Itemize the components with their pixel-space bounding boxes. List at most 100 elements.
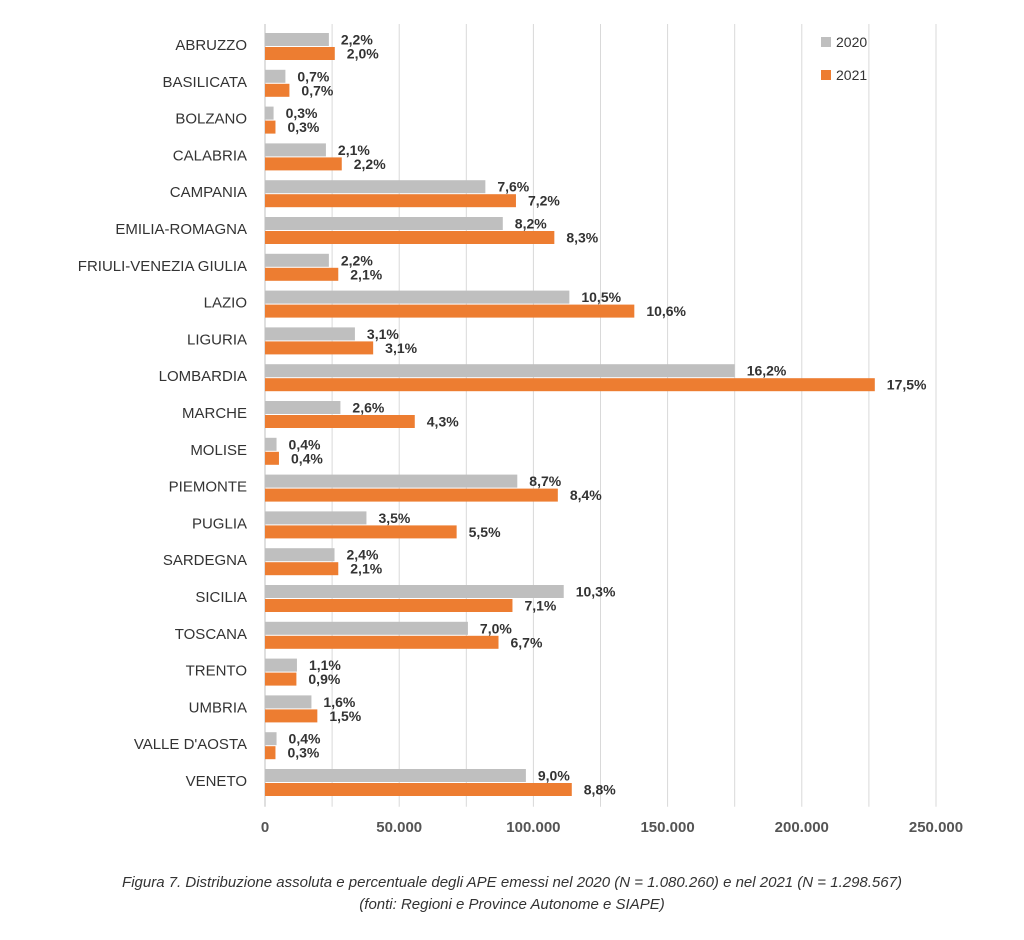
- bar-chart: 0 50.000 100.000 150.000 200.000 250.000 ABRUZ…: [78, 24, 963, 836]
- bar-2020: [265, 732, 277, 746]
- bar-2021: [265, 157, 342, 171]
- bar-2020: [265, 695, 312, 709]
- bar-2021: [265, 47, 335, 60]
- category-label: TRENTO: [186, 663, 247, 680]
- category-label: TOSCANA: [175, 626, 247, 643]
- data-label-2020: 10,5%: [581, 289, 621, 305]
- bar-2021: [265, 562, 339, 576]
- bar-2021: [265, 267, 339, 281]
- category-label: MOLISE: [190, 442, 247, 459]
- data-label-2021: 2,0%: [347, 46, 379, 62]
- category-label: VENETO: [186, 773, 247, 790]
- bar-2020: [265, 143, 326, 157]
- data-label-2021: 0,4%: [291, 450, 323, 466]
- category-label: BOLZANO: [175, 111, 247, 128]
- category-label: EMILIA-ROMAGNA: [115, 221, 247, 238]
- category-label: LIGURIA: [187, 331, 247, 348]
- data-label-2020: 0,4%: [289, 436, 321, 452]
- bar-2021: [265, 83, 290, 97]
- data-label-2020: 2,2%: [341, 32, 373, 48]
- data-label-2021: 2,1%: [350, 561, 382, 577]
- data-label-2020: 0,4%: [289, 731, 321, 747]
- category-label: MARCHE: [182, 405, 247, 422]
- bar-2020: [265, 769, 526, 782]
- figure-caption: Figura 7. Distribuzione assoluta e perce…: [0, 872, 1024, 916]
- bar-2021: [265, 341, 374, 355]
- bar-2020: [265, 658, 297, 672]
- data-label-2021: 7,1%: [524, 598, 556, 614]
- data-label-2020: 2,4%: [347, 547, 379, 563]
- bar-2021: [265, 415, 415, 428]
- category-label: FRIULI-VENEZIA GIULIA: [78, 258, 247, 275]
- bar-2021: [265, 672, 297, 686]
- x-tick-label: 0: [261, 819, 269, 836]
- bar-2021: [265, 783, 572, 796]
- bar-2021: [265, 194, 516, 208]
- x-tick-label: 50.000: [376, 819, 422, 836]
- bar-2021: [265, 378, 875, 392]
- legend-swatch-2020: [821, 37, 831, 47]
- bar-2020: [265, 548, 335, 562]
- data-label-2021: 3,1%: [385, 340, 417, 356]
- data-label-2020: 2,1%: [338, 142, 370, 158]
- category-label: LAZIO: [204, 295, 247, 312]
- data-label-2020: 9,0%: [538, 768, 570, 784]
- legend-label-2020: 2020: [836, 34, 867, 50]
- bar-2020: [265, 106, 274, 120]
- bar-2020: [265, 401, 341, 414]
- bar-2021: [265, 488, 558, 502]
- bar-2021: [265, 709, 318, 723]
- data-label-2021: 2,2%: [354, 156, 386, 172]
- bar-2021: [265, 304, 635, 318]
- data-label-2020: 2,6%: [352, 400, 384, 416]
- data-label-2021: 7,2%: [528, 193, 560, 209]
- bar-2020: [265, 437, 277, 451]
- category-label: SARDEGNA: [163, 552, 247, 569]
- data-label-2021: 6,7%: [511, 634, 543, 650]
- bar-2020: [265, 33, 329, 46]
- data-label-2020: 8,2%: [515, 216, 547, 232]
- caption-line-1: Figura 7. Distribuzione assoluta e perce…: [122, 874, 902, 891]
- data-label-2021: 8,3%: [566, 230, 598, 246]
- data-label-2020: 3,1%: [367, 326, 399, 342]
- data-label-2021: 0,9%: [308, 671, 340, 687]
- category-label: VALLE D'AOSTA: [134, 736, 247, 753]
- bar-2020: [265, 621, 468, 635]
- bar-2021: [265, 231, 555, 244]
- x-tick-label: 250.000: [909, 819, 963, 836]
- bar-2020: [265, 327, 355, 341]
- bar-2021: [265, 635, 499, 649]
- data-label-2021: 8,8%: [584, 782, 616, 798]
- data-label-2020: 1,6%: [323, 694, 355, 710]
- data-label-2021: 0,3%: [287, 745, 319, 761]
- data-label-2020: 1,1%: [309, 657, 341, 673]
- category-label: PUGLIA: [192, 515, 247, 532]
- data-label-2021: 8,4%: [570, 487, 602, 503]
- bar-2020: [265, 585, 564, 598]
- bar-2021: [265, 525, 457, 539]
- category-label: CAMPANIA: [170, 184, 247, 201]
- bar-2020: [265, 217, 503, 230]
- bar-2020: [265, 474, 518, 488]
- data-label-2021: 0,3%: [287, 119, 319, 135]
- x-tick-label: 150.000: [640, 819, 694, 836]
- legend-swatch-2021: [821, 70, 831, 80]
- data-label-2020: 8,7%: [529, 473, 561, 489]
- data-label-2020: 0,7%: [297, 68, 329, 84]
- bar-2021: [265, 599, 513, 612]
- data-label-2020: 3,5%: [378, 510, 410, 526]
- legend-label-2021: 2021: [836, 67, 867, 83]
- bar-2020: [265, 290, 570, 304]
- data-label-2021: 5,5%: [469, 524, 501, 540]
- bar-2021: [265, 451, 279, 465]
- data-label-2021: 10,6%: [646, 303, 686, 319]
- category-label: SICILIA: [195, 589, 247, 606]
- data-label-2020: 2,2%: [341, 252, 373, 268]
- bar-2020: [265, 511, 367, 525]
- data-label-2021: 1,5%: [329, 708, 361, 724]
- category-label: ABRUZZO: [175, 37, 247, 54]
- data-label-2021: 0,7%: [301, 82, 333, 98]
- bar-2020: [265, 180, 486, 194]
- category-label: LOMBARDIA: [159, 368, 247, 385]
- x-tick-label: 100.000: [506, 819, 560, 836]
